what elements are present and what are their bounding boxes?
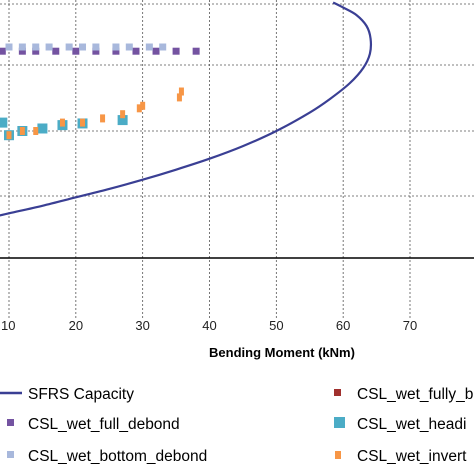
csl-wet-bottom-debond-point [92,43,100,51]
csl-wet-bottom-debond-point [159,43,167,51]
csl-wet-bottom-debond-point [18,43,26,51]
csl-wet-inverted-point [176,93,182,102]
csl-wet-inverted-point [140,101,146,110]
csl-wet-full-debond-point [152,47,160,55]
csl-wet-full-debond-point [32,47,40,55]
csl-wet-bottom-debond-point [79,43,87,51]
x-tick-label: 70 [403,318,417,333]
x-axis-label: Bending Moment (kNm) [209,345,355,360]
csl-wet-full-debond-point [172,47,180,55]
x-tick-label: 40 [202,318,216,333]
x-tick-label: 10 [1,318,15,333]
legend-full-debond-swatch [7,419,14,426]
csl-wet-full-debond-point [112,47,120,55]
grid [0,0,474,320]
x-tick-label: 60 [336,318,350,333]
legend: SFRS Capacity CSL_wet_fully_b CSL_wet_fu… [0,386,473,465]
csl-wet-bottom-debond-point [145,43,153,51]
x-tick-labels: 10 20 30 40 50 60 70 [1,318,417,333]
legend-inverted-label: CSL_wet_invert [357,448,467,465]
legend-inverted-swatch [335,451,341,459]
csl-wet-inverted-point [120,110,126,119]
csl-wet-full-debond-point [192,47,200,55]
csl-wet-inverted-point [136,104,142,113]
csl-wet-inverted-point [59,118,65,127]
legend-headed-swatch [334,417,345,428]
csl-wet-bottom-debond-point [112,43,120,51]
csl-wet-bottom-debond-point [65,43,73,51]
csl-wet-headed-point [117,115,128,126]
x-tick-label: 50 [269,318,283,333]
csl-wet-headed-point [37,123,48,134]
csl-wet-full-debond-point [92,47,100,55]
csl-wet-bottom-debond-point [45,43,53,51]
csl-wet-full-debond-point [18,47,26,55]
csl-wet-inverted-point [19,127,25,135]
csl-wet-full-debond-point [132,47,140,55]
csl-wet-full-debond-point [72,47,80,55]
csl-wet-bottom-debond-point [32,43,40,51]
csl-wet-inverted-point [6,131,12,140]
legend-headed-label: CSL_wet_headi [357,416,466,433]
x-tick-label: 20 [69,318,83,333]
csl-wet-bottom-debond-point [125,43,133,51]
csl-wet-inverted-point [33,127,39,135]
csl-wet-full-debond-point [52,47,60,55]
csl-wet-full-debond-point [0,47,6,55]
legend-sfrs-label: SFRS Capacity [28,386,134,403]
legend-bottom-debond-label: CSL_wet_bottom_debond [28,448,207,465]
csl-wet-inverted-point [100,114,106,123]
csl-wet-bottom-debond-point [5,43,13,51]
legend-wet-fully-swatch [334,389,341,396]
x-tick-label: 30 [135,318,149,333]
legend-bottom-debond-swatch [7,451,14,458]
csl-wet-inverted-point [80,118,86,127]
csl-wet-inverted-point [178,87,184,96]
legend-wet-fully-label: CSL_wet_fully_b [357,386,473,403]
sfrs-capacity-line [0,1,373,217]
series-layer [0,1,373,217]
legend-full-debond-label: CSL_wet_full_debond [28,416,180,433]
csl-wet-headed-point [0,117,8,128]
